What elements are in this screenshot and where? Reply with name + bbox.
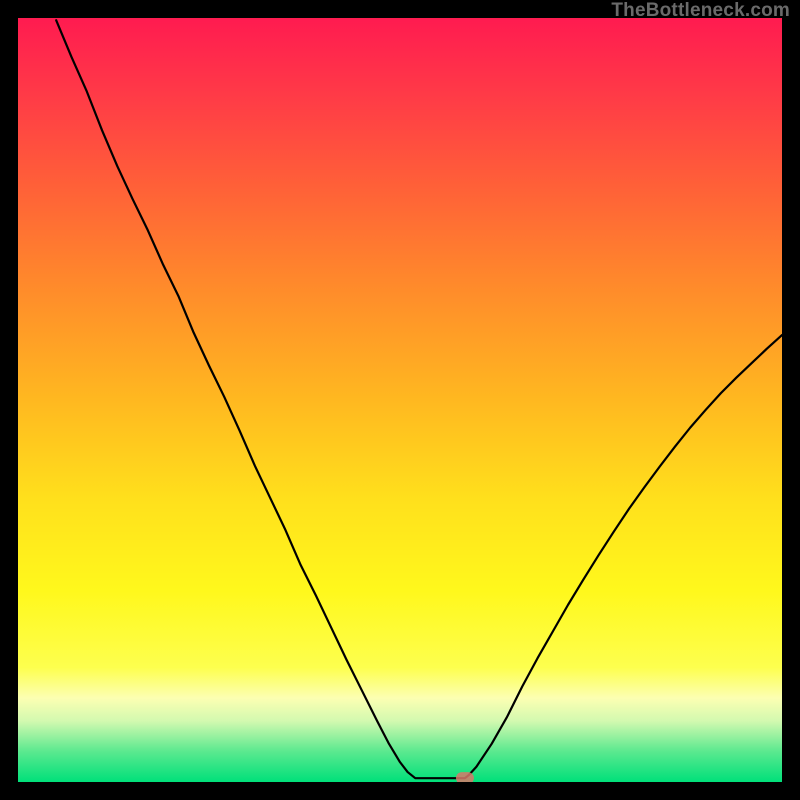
watermark-text: TheBottleneck.com — [611, 0, 790, 22]
chart-svg — [18, 18, 782, 782]
chart-frame: TheBottleneck.com — [0, 0, 800, 800]
optimal-point-marker — [456, 772, 474, 782]
plot-area — [18, 18, 782, 782]
gradient-background — [18, 18, 782, 782]
